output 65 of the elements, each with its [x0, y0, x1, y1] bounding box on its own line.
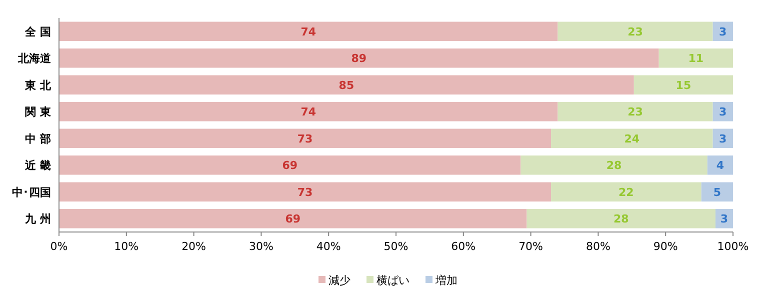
x-tick-label: 20%: [182, 240, 206, 253]
data-label: 74: [300, 25, 316, 38]
data-label: 74: [300, 106, 316, 119]
y-tick-label: 中 部: [25, 132, 51, 146]
data-label: 73: [297, 132, 313, 146]
bar: [551, 128, 713, 148]
data-label: 11: [688, 52, 704, 66]
data-label: 23: [628, 25, 643, 38]
data-label: 3: [719, 106, 727, 119]
y-tick-label: 九 州: [24, 212, 51, 226]
legend-label: 横ばい: [376, 274, 410, 287]
x-tick-label: 50%: [384, 240, 408, 253]
legend-label: 減少: [328, 274, 350, 287]
bar: [712, 128, 733, 148]
bar: [634, 75, 733, 95]
x-tick-label: 60%: [451, 240, 476, 253]
data-label: 85: [338, 78, 354, 92]
bar: [59, 128, 552, 148]
bar: [59, 102, 558, 122]
x-tick-label: 70%: [518, 240, 544, 253]
bar: [59, 75, 634, 95]
x-tick-label: 0%: [50, 240, 68, 253]
data-label: 3: [719, 132, 727, 146]
bar: [701, 182, 733, 202]
bar: [551, 182, 702, 202]
bar: [712, 22, 733, 42]
x-tick-label: 30%: [248, 240, 274, 253]
data-label: 28: [606, 159, 622, 172]
x-tick-label: 100%: [717, 240, 749, 253]
bar: [658, 48, 733, 68]
bar: [59, 182, 552, 202]
data-label: 23: [628, 106, 643, 119]
y-tick-label: 関 東: [25, 106, 52, 119]
y-tick-label: 中･四国: [12, 186, 51, 199]
bar: [59, 22, 558, 42]
data-label: 24: [624, 132, 640, 146]
bar: [59, 48, 659, 68]
bar: [59, 208, 527, 228]
data-label: 3: [719, 25, 727, 38]
data-label: 3: [720, 212, 728, 226]
bar: [520, 155, 708, 175]
data-label: 89: [351, 52, 367, 66]
data-label: 69: [285, 212, 301, 226]
x-tick-label: 40%: [316, 240, 341, 253]
legend-label: 増加: [434, 274, 458, 287]
x-tick-label: 80%: [586, 240, 610, 253]
data-label: 5: [713, 186, 721, 199]
x-tick-label: 10%: [114, 240, 139, 253]
data-label: 28: [613, 212, 629, 226]
y-tick-label: 東 北: [24, 78, 52, 92]
data-label: 22: [618, 186, 634, 199]
data-label: 69: [282, 159, 298, 172]
x-tick-label: 90%: [653, 240, 678, 253]
bar: [59, 155, 521, 175]
y-tick-label: 北海道: [17, 52, 52, 66]
y-tick-label: 全 国: [24, 25, 51, 38]
bar: [526, 208, 716, 228]
data-label: 15: [676, 78, 692, 92]
bar: [558, 102, 713, 122]
bar: [707, 155, 733, 175]
bar: [558, 22, 713, 42]
bar: [712, 102, 733, 122]
y-tick-label: 近 畿: [24, 159, 51, 172]
data-label: 4: [716, 159, 724, 172]
data-label: 73: [297, 186, 313, 199]
